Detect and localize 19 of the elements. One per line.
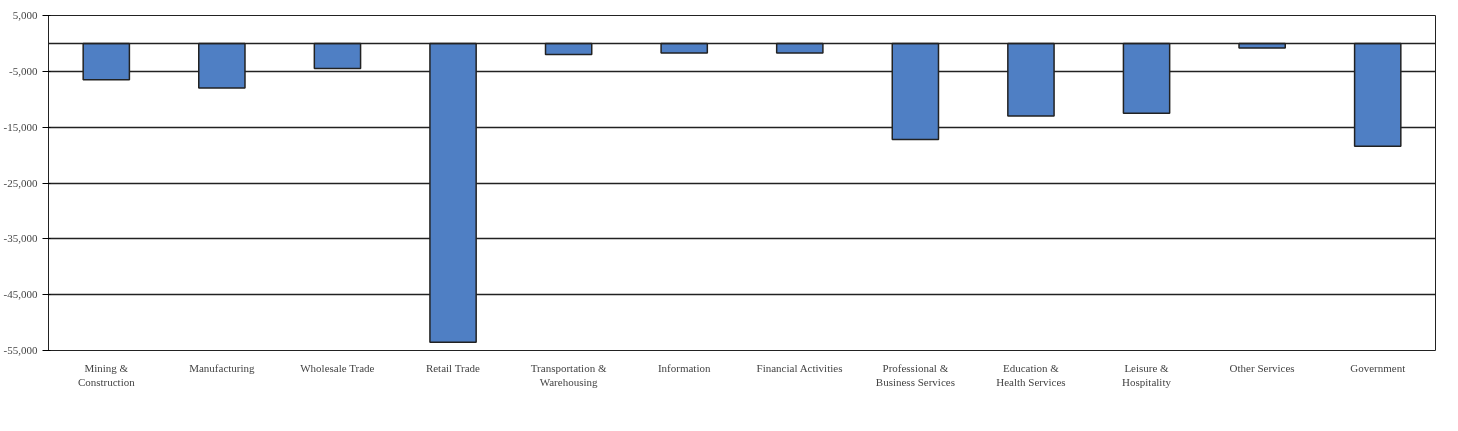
x-tick-label: Other Services [1229, 361, 1295, 374]
x-tick-label: Retail Trade [425, 361, 481, 374]
y-tick-label: -5,000 [9, 64, 38, 77]
x-tick-label: Information [657, 361, 711, 374]
y-tick-label: -15,000 [3, 120, 38, 133]
x-tick-label: Wholesale Trade [300, 361, 375, 374]
y-tick-label: -25,000 [3, 176, 38, 189]
y-tick-label: -55,000 [3, 344, 38, 356]
x-tick-label: Education & Health Services [996, 361, 1066, 388]
x-tick-label: Leisure & Hospitality [1122, 361, 1172, 388]
x-tick-label: Government [1350, 361, 1406, 374]
y-tick-label: -35,000 [3, 232, 38, 245]
y-tick-label: 5,000 [12, 9, 38, 21]
y-tick-label: -45,000 [3, 288, 38, 301]
x-tick-label: Mining & Construction [77, 361, 136, 388]
x-tick-label: Transportation & Warehousing [530, 361, 607, 388]
x-tick-label: Manufacturing [189, 361, 256, 374]
x-tick-label: Financial Activities [756, 361, 843, 374]
x-tick-label: Professional & Business Services [875, 361, 955, 388]
